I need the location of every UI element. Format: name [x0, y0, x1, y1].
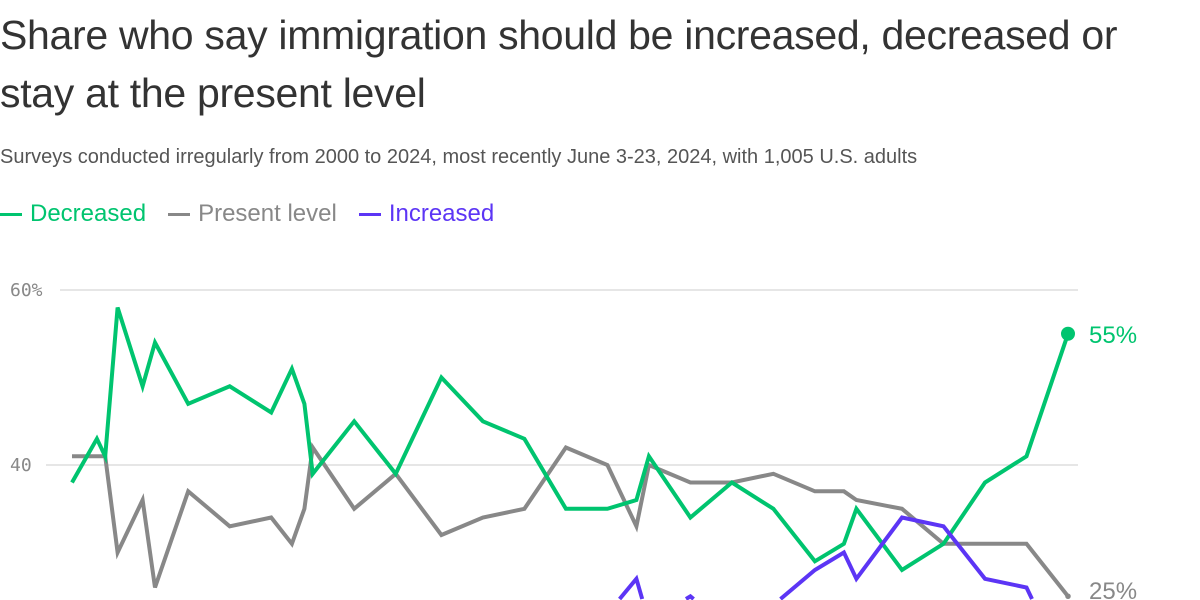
legend-label: Decreased: [30, 200, 147, 227]
legend-label: Present level: [198, 200, 337, 227]
y-tick-label: 60%: [10, 280, 43, 301]
legend-swatch: [168, 212, 191, 216]
legend-label: Increased: [388, 200, 495, 227]
series-line-present-level: [72, 442, 1070, 598]
end-value-label: 55%: [1089, 322, 1137, 349]
chart-subtitle: Surveys conducted irregularly from 2000 …: [0, 146, 918, 168]
end-point-marker: [1065, 593, 1071, 599]
chart-title: Share who say immigration should be incr…: [0, 12, 1118, 116]
series-line-decreased: [70, 306, 1070, 573]
legend-swatch: [358, 212, 381, 216]
end-point-marker: [1061, 326, 1075, 341]
legend: Decreased Present level Increased: [0, 200, 494, 228]
legend-item-present-level: Present level: [168, 200, 337, 228]
legend-item-increased: Increased: [358, 200, 495, 228]
series-line-increased: [618, 574, 645, 600]
y-tick-label: 40: [10, 455, 32, 476]
legend-item-decreased: Decreased: [0, 200, 146, 228]
series-line-increased: [684, 593, 695, 600]
legend-swatch: [0, 212, 22, 216]
end-value-label: 25%: [1089, 578, 1137, 600]
